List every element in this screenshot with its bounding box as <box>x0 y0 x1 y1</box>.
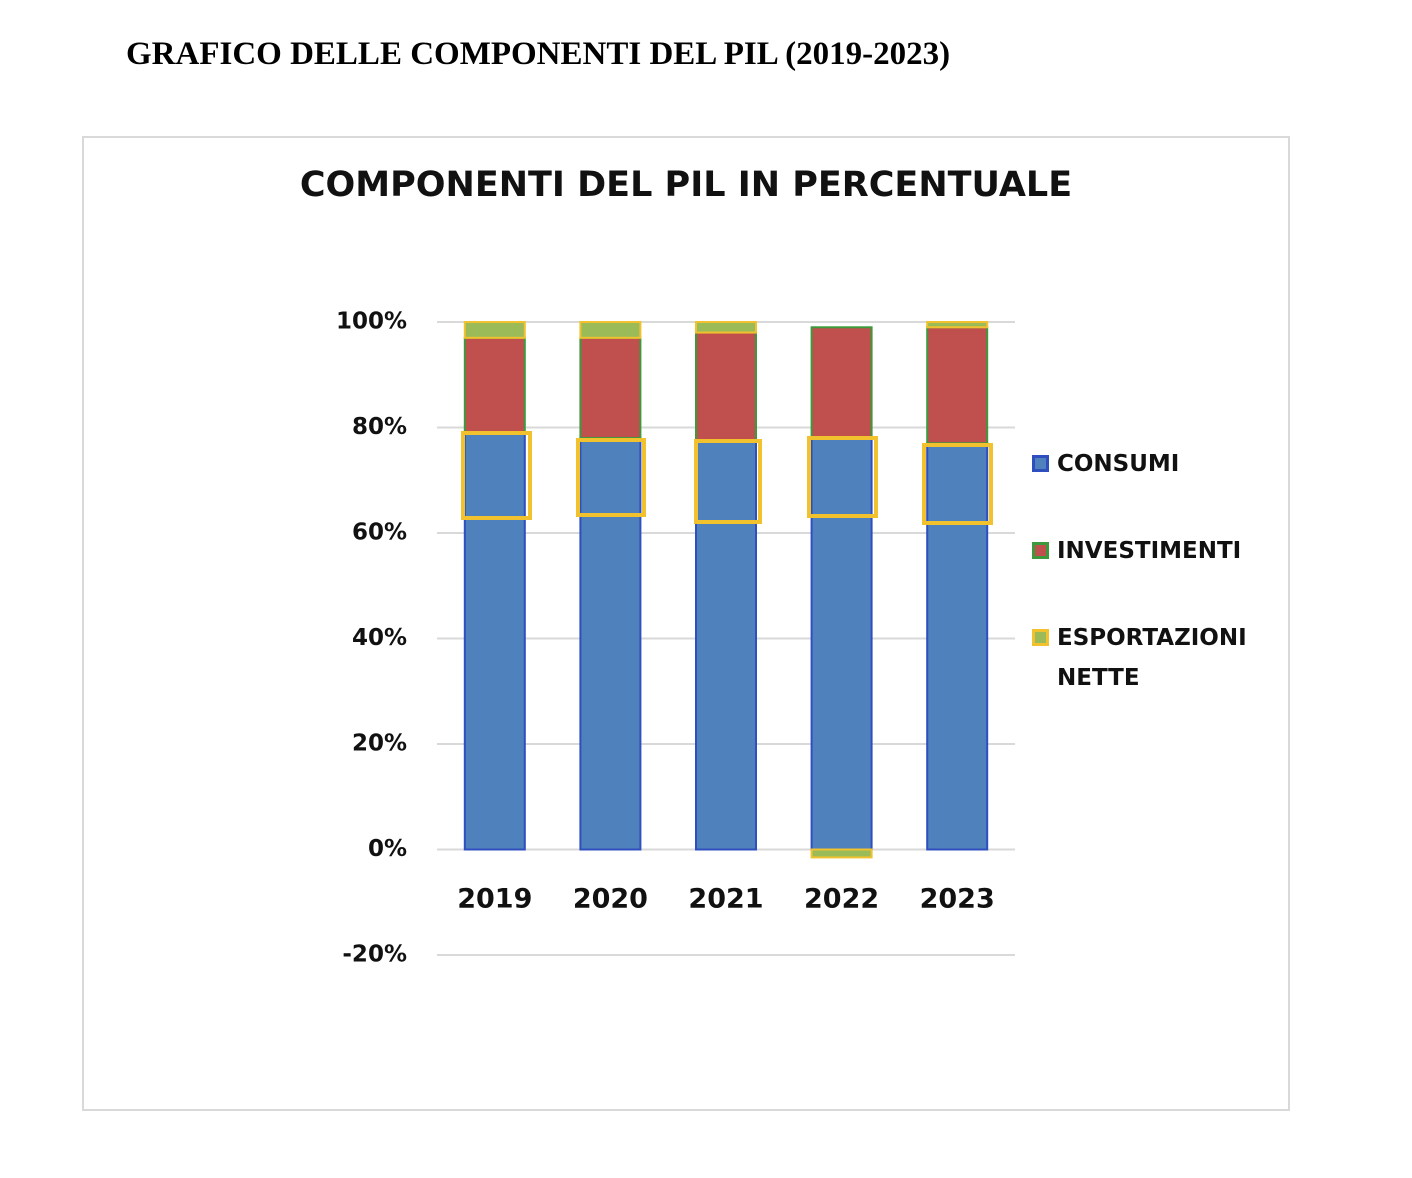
legend-label: ESPORTAZIONI NETTE <box>1057 625 1247 691</box>
highlight-box <box>807 436 878 518</box>
y-tick-label: 40% <box>352 625 407 651</box>
chart-frame <box>82 136 1290 1111</box>
legend-item: INVESTIMENTI <box>1032 531 1272 571</box>
y-tick-label: 100% <box>336 309 407 335</box>
bar-segment <box>926 326 989 445</box>
legend: CONSUMI INVESTIMENTI ESPORTAZIONI NETTE <box>1032 444 1272 745</box>
x-tick-label: 2020 <box>573 884 648 915</box>
x-tick-label: 2022 <box>804 884 879 915</box>
bar-segment <box>695 331 757 442</box>
legend-swatch <box>1032 629 1049 646</box>
bar-segment <box>463 336 526 434</box>
highlight-boxes <box>461 431 993 525</box>
bars <box>463 321 989 859</box>
bar-segment <box>810 326 873 440</box>
x-tick-label: 2021 <box>688 884 763 915</box>
legend-item: CONSUMI <box>1032 444 1272 484</box>
document-title: GRAFICO DELLE COMPONENTI DEL PIL (2019-2… <box>126 36 951 72</box>
bar-segment <box>579 336 642 440</box>
y-tick-label: 20% <box>352 731 407 757</box>
bar-segment <box>810 848 873 859</box>
bar-segment <box>926 321 989 329</box>
bar-segment <box>579 321 642 339</box>
bar-segment <box>695 321 757 334</box>
bar-segment <box>463 431 526 851</box>
x-tick-label: 2023 <box>920 884 995 915</box>
legend-label: CONSUMI <box>1057 451 1180 477</box>
legend-swatch <box>1032 542 1049 559</box>
highlight-box <box>461 431 532 520</box>
highlight-box <box>922 443 993 525</box>
y-tick-label: 60% <box>352 520 407 546</box>
y-tick-label: 0% <box>368 836 407 862</box>
highlight-box <box>576 438 646 517</box>
highlight-box <box>694 439 762 524</box>
bar-segment <box>810 437 873 851</box>
bar-segment <box>579 437 642 851</box>
legend-item: ESPORTAZIONI NETTE <box>1032 618 1272 698</box>
bar-segment <box>695 439 757 851</box>
y-tick-label: -20% <box>342 942 407 968</box>
legend-label: INVESTIMENTI <box>1057 538 1242 564</box>
chart-title: COMPONENTI DEL PIL IN PERCENTUALE <box>300 165 1072 205</box>
bar-segment <box>926 442 989 851</box>
bar-segment <box>463 321 526 339</box>
legend-swatch <box>1032 455 1049 472</box>
x-tick-label: 2019 <box>457 884 532 915</box>
y-tick-label: 80% <box>352 414 407 440</box>
